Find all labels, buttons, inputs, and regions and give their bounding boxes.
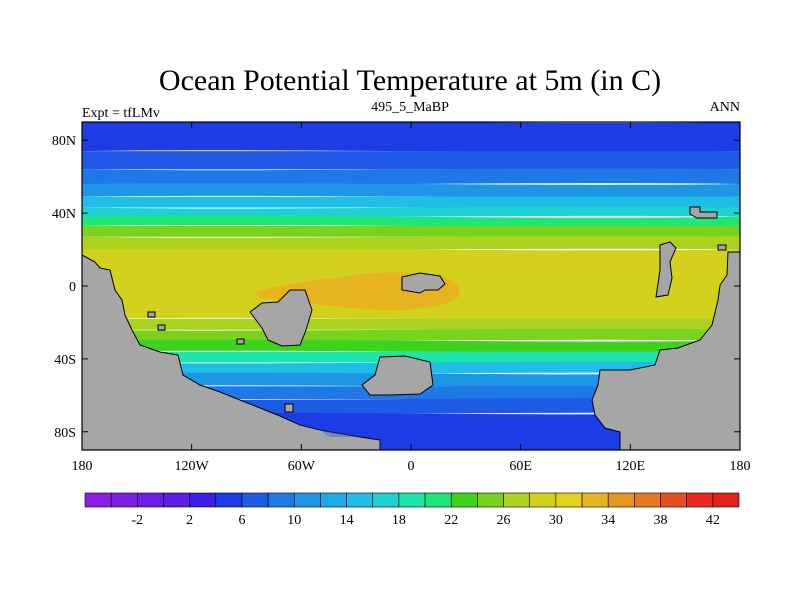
colorbar-label: 10 xyxy=(287,513,301,528)
x-tick-label: 120W xyxy=(175,459,210,474)
x-tick-label: 120E xyxy=(616,459,646,474)
colorbar-label: 18 xyxy=(392,513,406,528)
temp-band-n40 xyxy=(82,206,740,218)
y-tick-label: 80S xyxy=(54,426,76,441)
southern-landmass xyxy=(655,241,677,298)
colorbar-label: 38 xyxy=(654,513,668,528)
temp-band-n24 xyxy=(82,235,740,251)
colorbar-label: 22 xyxy=(444,513,458,528)
colorbar-label: 6 xyxy=(238,513,245,528)
temp-band-n52 xyxy=(82,183,740,198)
y-tick-label: 80N xyxy=(52,134,76,149)
temp-band-s30 xyxy=(82,328,740,342)
colorbar-box xyxy=(84,492,112,508)
colorbar-label: 14 xyxy=(340,513,354,528)
colorbar-box xyxy=(634,492,661,508)
colorbar-box xyxy=(320,492,347,508)
figure-title: Ocean Potential Temperature at 5m (in C) xyxy=(159,64,661,97)
colorbar-box xyxy=(529,492,557,508)
y-tick-label: 40N xyxy=(52,207,76,222)
map-plot-area xyxy=(82,122,740,450)
temp-band-s36 xyxy=(82,339,740,353)
colorbar-box xyxy=(712,492,740,508)
temp-band-n35 xyxy=(82,215,740,227)
temp-band-n70 xyxy=(82,151,740,170)
x-tick-label: 180 xyxy=(72,459,93,474)
y-tick-label: 40S xyxy=(54,353,76,368)
colorbar-label: 2 xyxy=(186,513,193,528)
colorbar-box xyxy=(660,492,687,508)
colorbar-box xyxy=(398,492,426,508)
colorbar-label: 26 xyxy=(497,513,511,528)
colorbar-label: 34 xyxy=(601,513,615,528)
temp-band-s20 xyxy=(82,318,740,330)
y-axis: 80N 40N 0 40S 80S xyxy=(52,134,740,441)
colorbar-box xyxy=(581,492,609,508)
colorbar-box xyxy=(424,492,452,508)
x-tick-label: 0 xyxy=(408,459,415,474)
colorbar-label: 30 xyxy=(549,513,563,528)
x-tick-label: 180 xyxy=(730,459,751,474)
southern-island xyxy=(361,355,434,396)
colorbar-box xyxy=(372,492,400,508)
colorbar: -2 2 6 10 14 18 22 26 30 34 38 42 xyxy=(84,492,740,528)
colorbar-label: 42 xyxy=(706,513,720,528)
colorbar-box xyxy=(477,492,504,508)
equatorial-island xyxy=(401,272,446,294)
west-tropical-island xyxy=(249,289,313,347)
temp-band-n80 xyxy=(82,122,740,153)
temp-band-n30 xyxy=(82,225,740,237)
y-tick-label: 0 xyxy=(69,280,76,295)
colorbar-box xyxy=(686,492,714,508)
colorbar-box xyxy=(346,492,374,508)
colorbar-box xyxy=(267,492,295,508)
colorbar-label: -2 xyxy=(131,513,143,528)
colorbar-box xyxy=(110,492,138,508)
land-mask xyxy=(82,206,740,450)
x-tick-label: 60W xyxy=(288,459,316,474)
west-continent xyxy=(82,254,381,450)
small-island-1 xyxy=(147,311,156,318)
colorbar-box xyxy=(215,492,243,508)
colorbar-box xyxy=(555,492,583,508)
small-island-3 xyxy=(236,338,245,345)
polar-coast-blue xyxy=(280,415,605,450)
x-axis: 180 120W 60W 0 60E 120E 180 xyxy=(72,122,751,474)
colorbar-box xyxy=(293,492,321,508)
center-string: 495_5_MaBP xyxy=(371,100,449,115)
small-island-4 xyxy=(717,244,727,251)
colorbar-box xyxy=(450,492,478,508)
colorbar-box xyxy=(503,492,531,508)
right-string: ANN xyxy=(710,100,740,115)
x-tick-label: 60E xyxy=(509,459,532,474)
temp-band-n45 xyxy=(82,196,740,208)
colorbar-box xyxy=(163,492,190,508)
temp-band-n60 xyxy=(82,168,740,185)
north-island xyxy=(689,206,718,219)
small-island-2 xyxy=(157,324,166,331)
small-island-5 xyxy=(284,403,294,413)
left-string: Expt = tfLMv xyxy=(82,106,160,121)
colorbar-box xyxy=(189,492,217,508)
east-continent xyxy=(591,251,740,450)
colorbar-box xyxy=(607,492,635,508)
colorbar-box xyxy=(137,492,164,508)
colorbar-box xyxy=(241,492,269,508)
